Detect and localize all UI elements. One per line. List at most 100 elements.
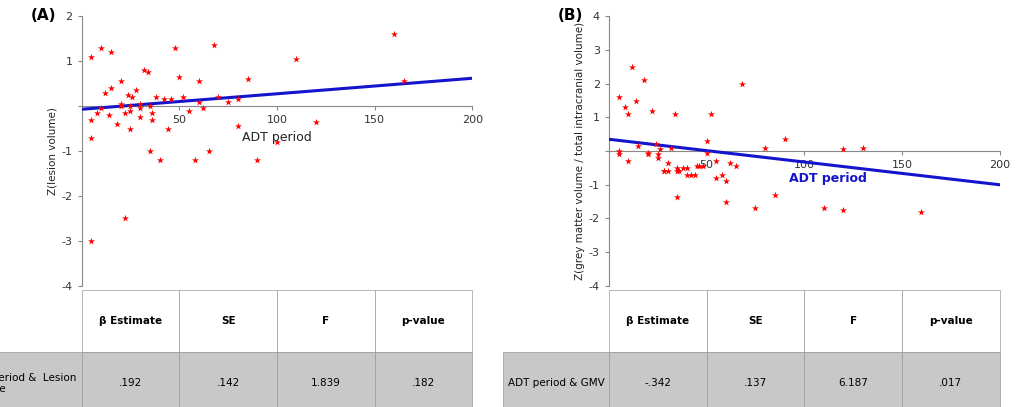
Text: (B): (B)	[557, 8, 583, 23]
Text: (A): (A)	[31, 8, 56, 23]
Point	[167, 44, 183, 51]
Point	[229, 123, 246, 129]
Point	[649, 151, 665, 158]
Point	[688, 163, 704, 169]
Point	[131, 105, 148, 112]
Point	[668, 193, 685, 200]
Point	[620, 111, 636, 117]
Point	[717, 178, 734, 185]
Point	[815, 205, 832, 212]
Point	[698, 138, 714, 144]
Point	[112, 103, 128, 109]
Point	[163, 96, 179, 103]
Point	[103, 85, 119, 92]
Point	[116, 215, 132, 222]
Point	[249, 157, 265, 163]
Point	[662, 144, 679, 151]
Point	[668, 168, 685, 175]
Point	[93, 44, 109, 51]
Point	[620, 158, 636, 164]
Point	[84, 116, 100, 123]
Point	[756, 144, 772, 151]
Point	[747, 205, 763, 212]
Point	[239, 76, 256, 83]
Point	[101, 112, 117, 118]
Point	[191, 98, 207, 105]
Point	[630, 143, 646, 149]
Point	[651, 146, 667, 153]
Point	[658, 168, 675, 175]
Point	[698, 149, 714, 156]
Point	[131, 114, 148, 120]
Point	[122, 125, 139, 132]
Point	[835, 146, 851, 153]
Point	[647, 141, 663, 148]
Point	[112, 78, 128, 85]
Point	[690, 163, 706, 169]
Point	[128, 87, 145, 94]
Point	[175, 94, 192, 101]
Point	[610, 94, 627, 101]
Point	[628, 97, 644, 104]
Point	[655, 168, 672, 175]
Point	[84, 134, 100, 141]
Point	[144, 109, 160, 116]
Text: ADT period: ADT period	[788, 171, 866, 184]
Point	[671, 168, 687, 175]
Point	[122, 107, 139, 114]
Point	[717, 198, 734, 205]
Point	[649, 155, 665, 161]
Point	[713, 171, 730, 178]
Point	[727, 163, 743, 169]
Point	[385, 31, 401, 37]
Point	[191, 78, 207, 85]
Point	[854, 144, 870, 151]
Point	[707, 175, 723, 181]
Point	[308, 118, 324, 125]
Point	[694, 163, 710, 169]
Point	[220, 98, 236, 105]
Point	[610, 151, 627, 158]
Text: ADT period: ADT period	[242, 131, 312, 144]
Point	[195, 105, 211, 112]
Point	[124, 94, 141, 101]
Point	[610, 148, 627, 154]
Point	[675, 165, 691, 171]
Point	[766, 192, 783, 198]
Point	[210, 94, 226, 101]
Point	[144, 116, 160, 123]
Point	[268, 139, 284, 145]
Point	[721, 160, 738, 166]
Point	[84, 53, 100, 60]
Point	[171, 74, 187, 80]
Point	[229, 96, 246, 103]
Point	[186, 157, 203, 163]
Point	[206, 42, 222, 49]
Point	[89, 109, 105, 116]
Point	[707, 158, 723, 164]
Point	[103, 49, 119, 55]
Point	[733, 81, 749, 87]
Point	[112, 101, 128, 107]
Y-axis label: Z(lesion volume): Z(lesion volume)	[47, 107, 57, 195]
Point	[835, 207, 851, 213]
Point	[155, 96, 171, 103]
Point	[668, 165, 685, 171]
Point	[148, 94, 164, 101]
Point	[152, 157, 168, 163]
Y-axis label: Z(grey matter volume / total intracranial volume): Z(grey matter volume / total intracrania…	[574, 22, 584, 280]
Point	[635, 77, 651, 83]
Point	[116, 109, 132, 116]
Point	[159, 125, 175, 132]
Point	[639, 151, 655, 158]
Point	[131, 101, 148, 107]
Point	[655, 168, 672, 175]
Point	[142, 148, 158, 154]
Point	[775, 136, 792, 142]
Point	[639, 149, 655, 156]
Point	[140, 69, 156, 76]
Point	[679, 171, 695, 178]
Point	[122, 103, 139, 109]
Point	[288, 56, 305, 62]
Point	[108, 121, 124, 127]
